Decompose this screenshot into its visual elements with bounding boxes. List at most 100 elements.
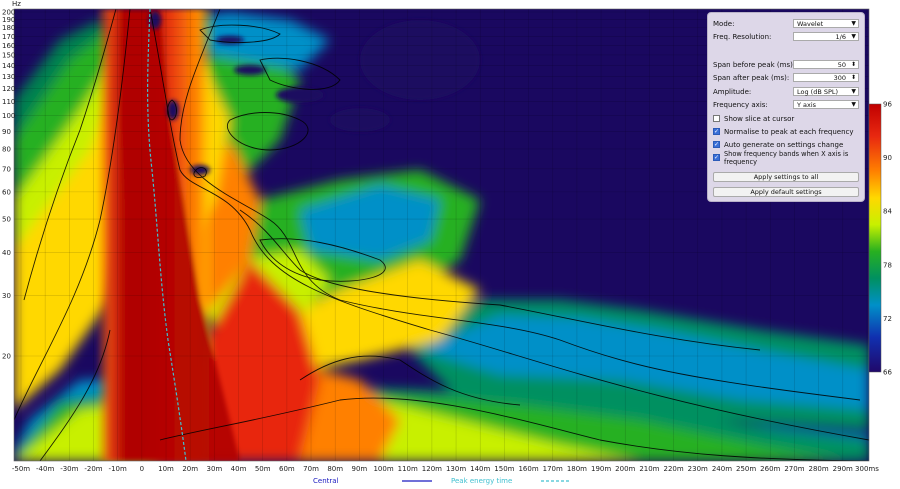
x-tick-label: 70m bbox=[303, 465, 319, 473]
x-tick-label: 260m bbox=[760, 465, 780, 473]
x-tick-label: 230m bbox=[688, 465, 708, 473]
spinner-icon[interactable]: ⬍ bbox=[850, 74, 856, 81]
x-tick-label: 90m bbox=[352, 465, 368, 473]
checkbox-icon[interactable] bbox=[713, 115, 720, 122]
y-tick-label: 100 bbox=[2, 112, 15, 120]
checkbox-icon[interactable]: ✓ bbox=[713, 128, 720, 135]
chevron-down-icon: ▼ bbox=[851, 101, 856, 108]
x-tick-label: 220m bbox=[663, 465, 683, 473]
show-slice-checkbox[interactable]: Show slice at cursor bbox=[713, 113, 859, 124]
x-tick-label: 200m bbox=[615, 465, 635, 473]
legend-central-label: Central bbox=[313, 477, 339, 485]
x-tick-label: -40m bbox=[36, 465, 54, 473]
apply-all-button[interactable]: Apply settings to all bbox=[713, 172, 859, 182]
scale-tick-label: 66 bbox=[883, 369, 892, 377]
amplitude-select[interactable]: Log (dB SPL) ▼ bbox=[793, 87, 859, 96]
scale-tick-label: 78 bbox=[883, 261, 892, 269]
freq-axis-value: Y axis bbox=[797, 101, 817, 109]
y-tick-label: 20 bbox=[2, 353, 11, 361]
y-tick-label: 80 bbox=[2, 145, 11, 153]
x-tick-label: 30m bbox=[206, 465, 222, 473]
x-tick-label: 20m bbox=[182, 465, 198, 473]
freq-axis-select[interactable]: Y axis ▼ bbox=[793, 100, 859, 109]
y-tick-label: 60 bbox=[2, 188, 11, 196]
mode-select[interactable]: Wavelet ▼ bbox=[793, 19, 859, 28]
y-tick-label: 130 bbox=[2, 73, 15, 81]
normalise-label: Normalise to peak at each frequency bbox=[724, 127, 854, 136]
span-before-row: Span before peak (ms): 50 ⬍ bbox=[713, 59, 859, 70]
freq-res-label: Freq. Resolution: bbox=[713, 32, 772, 41]
x-tick-label: -50m bbox=[12, 465, 30, 473]
x-tick-label: 110m bbox=[398, 465, 418, 473]
y-tick-label: 90 bbox=[2, 128, 11, 136]
x-tick-label: -20m bbox=[84, 465, 102, 473]
auto-generate-label: Auto generate on settings change bbox=[724, 140, 844, 149]
checkbox-icon[interactable]: ✓ bbox=[713, 141, 720, 148]
color-scale-ticks: 96 90 84 78 72 66 bbox=[883, 101, 892, 377]
x-tick-label: 0 bbox=[140, 465, 144, 473]
show-bands-checkbox[interactable]: ✓ Show frequency bands when X axis is fr… bbox=[713, 150, 859, 166]
x-tick-label: 60m bbox=[279, 465, 295, 473]
x-tick-label: 270m bbox=[784, 465, 804, 473]
x-tick-label: 160m bbox=[518, 465, 538, 473]
auto-generate-checkbox[interactable]: ✓ Auto generate on settings change bbox=[713, 139, 859, 150]
scale-tick-label: 96 bbox=[883, 101, 892, 109]
y-tick-label: 30 bbox=[2, 292, 11, 300]
show-slice-label: Show slice at cursor bbox=[724, 114, 795, 123]
scale-tick-label: 84 bbox=[883, 208, 892, 216]
y-tick-label: 190 bbox=[2, 16, 15, 24]
chevron-down-icon: ▼ bbox=[851, 88, 856, 95]
span-before-value: 50 bbox=[837, 61, 846, 69]
span-before-label: Span before peak (ms): bbox=[713, 60, 796, 69]
x-tick-label: 210m bbox=[639, 465, 659, 473]
x-tick-label: 130m bbox=[446, 465, 466, 473]
freq-res-value: 1/6 bbox=[835, 33, 846, 41]
x-tick-label: 50m bbox=[255, 465, 271, 473]
y-tick-label: 40 bbox=[2, 249, 11, 257]
settings-panel: Mode: Wavelet ▼ Freq. Resolution: 1/6 ▼ Sp… bbox=[707, 12, 865, 202]
x-tick-label: 100m bbox=[373, 465, 393, 473]
mode-label: Mode: bbox=[713, 19, 735, 28]
span-after-value: 300 bbox=[833, 74, 846, 82]
x-tick-label: 170m bbox=[543, 465, 563, 473]
checkbox-icon[interactable]: ✓ bbox=[713, 154, 720, 161]
x-tick-label: 300ms bbox=[855, 465, 879, 473]
freq-unit-label: Hz bbox=[12, 0, 21, 8]
span-after-input[interactable]: 300 ⬍ bbox=[793, 73, 859, 82]
normalise-checkbox[interactable]: ✓ Normalise to peak at each frequency bbox=[713, 126, 859, 137]
legend-peak-line bbox=[541, 480, 571, 482]
span-before-input[interactable]: 50 ⬍ bbox=[793, 60, 859, 69]
spinner-icon[interactable]: ⬍ bbox=[850, 61, 856, 68]
span-after-label: Span after peak (ms): bbox=[713, 73, 790, 82]
freq-res-select[interactable]: 1/6 ▼ bbox=[793, 32, 859, 41]
y-tick-label: 170 bbox=[2, 33, 15, 41]
y-tick-label: 120 bbox=[2, 85, 15, 93]
amplitude-row: Amplitude: Log (dB SPL) ▼ bbox=[713, 86, 859, 97]
x-tick-label: 250m bbox=[736, 465, 756, 473]
x-tick-label: 290m bbox=[833, 465, 853, 473]
scale-tick-label: 72 bbox=[883, 315, 892, 323]
legend-peak-label: Peak energy time bbox=[451, 477, 512, 485]
x-tick-label: 180m bbox=[567, 465, 587, 473]
mode-row: Mode: Wavelet ▼ bbox=[713, 18, 859, 29]
x-tick-label: -10m bbox=[109, 465, 127, 473]
y-tick-label: 140 bbox=[2, 62, 15, 70]
legend-peak-text: Peak energy time bbox=[451, 477, 513, 485]
y-tick-label: 110 bbox=[2, 98, 15, 106]
x-tick-label: 10m bbox=[158, 465, 174, 473]
freq-axis-label: Frequency axis: bbox=[713, 100, 768, 109]
y-tick-label: 200 bbox=[2, 9, 15, 17]
legend-central-line bbox=[402, 480, 432, 482]
span-after-row: Span after peak (ms): 300 ⬍ bbox=[713, 72, 859, 83]
y-tick-label: 150 bbox=[2, 51, 15, 59]
y-tick-label: 70 bbox=[2, 165, 11, 173]
apply-default-button[interactable]: Apply default settings bbox=[713, 187, 859, 197]
chevron-down-icon: ▼ bbox=[851, 33, 856, 40]
x-tick-label: 140m bbox=[470, 465, 490, 473]
freq-axis-row: Frequency axis: Y axis ▼ bbox=[713, 99, 859, 110]
legend-central-text: Central bbox=[313, 477, 339, 485]
x-tick-label: -30m bbox=[60, 465, 78, 473]
y-tick-label: 160 bbox=[2, 42, 15, 50]
x-tick-label: 280m bbox=[809, 465, 829, 473]
